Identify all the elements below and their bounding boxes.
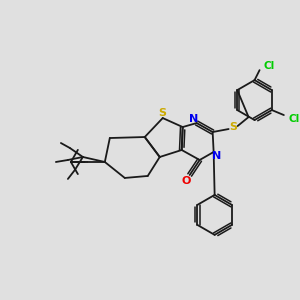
- Text: N: N: [212, 151, 221, 161]
- Text: Cl: Cl: [264, 61, 275, 71]
- Text: S: S: [230, 122, 238, 132]
- Text: Cl: Cl: [288, 114, 299, 124]
- Text: O: O: [181, 176, 190, 186]
- Text: N: N: [189, 114, 198, 124]
- Text: S: S: [159, 108, 167, 118]
